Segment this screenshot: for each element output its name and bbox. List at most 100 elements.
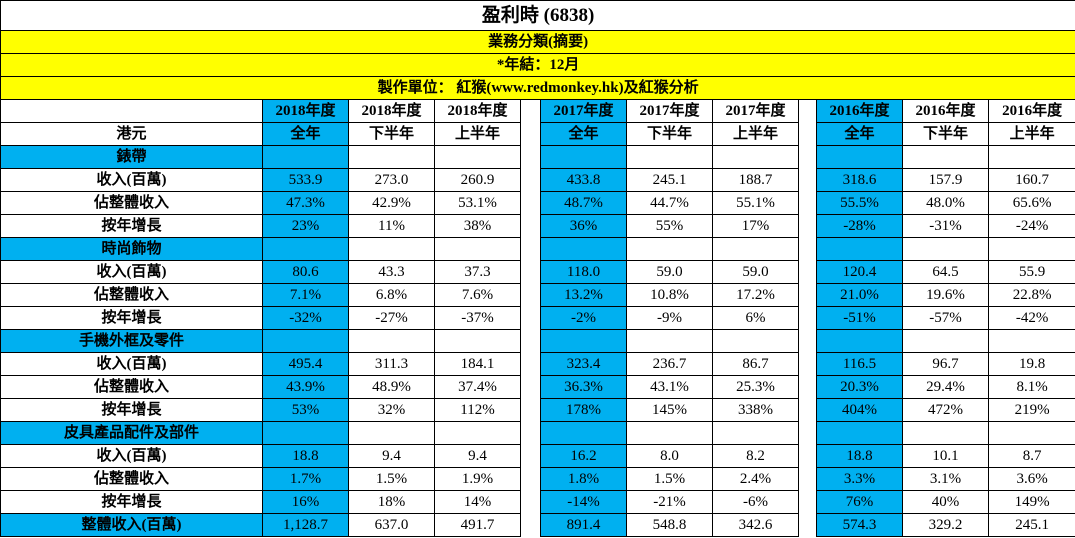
- value-cell: 149%: [987, 490, 1075, 514]
- value-cell: 160.7: [987, 168, 1075, 192]
- value-cell: 23%: [262, 214, 349, 238]
- value-cell: 1.7%: [262, 467, 349, 491]
- total-value: 491.7: [434, 513, 521, 537]
- value-cell: 273.0: [348, 168, 435, 192]
- period-header: 下半年: [626, 122, 713, 146]
- value-cell: 13.2%: [540, 283, 627, 307]
- value-cell: -6%: [712, 490, 799, 514]
- empty-cell: [987, 329, 1075, 353]
- value-cell: 318.6: [816, 168, 903, 192]
- value-cell: 219%: [987, 398, 1075, 422]
- section-name: 皮具產品配件及部件: [0, 421, 263, 445]
- table-row: 按年增長 23% 11% 38% 36% 55% 17% -28% -31% -24%: [0, 214, 1075, 238]
- table-row: 收入(百萬) 533.9 273.0 260.9 433.8 245.1 188.7 318.…: [0, 168, 1075, 192]
- empty-cell: [902, 421, 989, 445]
- value-cell: -2%: [540, 306, 627, 330]
- value-cell: 338%: [712, 398, 799, 422]
- year-header: 2017年度: [626, 99, 713, 123]
- value-cell: 19.8: [987, 352, 1075, 376]
- table-row: 按年增長 16% 18% 14% -14% -21% -6% 76% 40% 149%: [0, 490, 1075, 514]
- value-cell: 48.7%: [540, 191, 627, 215]
- empty-cell: [987, 145, 1075, 169]
- value-cell: 76%: [816, 490, 903, 514]
- table-row: 佔整體收入 7.1% 6.8% 7.6% 13.2% 10.8% 17.2% 21.0% 19.…: [0, 283, 1075, 307]
- gap: [520, 490, 541, 514]
- empty-cell: [540, 329, 627, 353]
- value-cell: -27%: [348, 306, 435, 330]
- value-cell: 38%: [434, 214, 521, 238]
- gap: [798, 168, 817, 192]
- gap: [520, 214, 541, 238]
- empty-cell: [434, 329, 521, 353]
- value-cell: 42.9%: [348, 191, 435, 215]
- value-cell: 55%: [626, 214, 713, 238]
- table-row: 錶帶: [0, 145, 1075, 169]
- gap: [798, 99, 817, 123]
- empty-cell: [902, 237, 989, 261]
- gap: [798, 306, 817, 330]
- total-value: 245.1: [987, 513, 1075, 537]
- value-cell: -42%: [987, 306, 1075, 330]
- empty-cell: [434, 421, 521, 445]
- row-label: 按年增長: [0, 398, 263, 422]
- value-cell: 19.6%: [902, 283, 989, 307]
- total-value: 342.6: [712, 513, 799, 537]
- value-cell: 7.6%: [434, 283, 521, 307]
- value-cell: 17.2%: [712, 283, 799, 307]
- value-cell: 18.8: [816, 444, 903, 468]
- value-cell: 53.1%: [434, 191, 521, 215]
- value-cell: 43.1%: [626, 375, 713, 399]
- table-row: 港元 全年 下半年 上半年 全年 下半年 上半年 全年 下半年 上半年: [0, 122, 1075, 146]
- section-name: 時尚飾物: [0, 237, 263, 261]
- value-cell: 20.3%: [816, 375, 903, 399]
- value-cell: 43.3: [348, 260, 435, 284]
- empty-cell: [348, 237, 435, 261]
- value-cell: 118.0: [540, 260, 627, 284]
- value-cell: 145%: [626, 398, 713, 422]
- empty-cell: [434, 145, 521, 169]
- gap: [520, 237, 541, 261]
- table-row: 皮具產品配件及部件: [0, 421, 1075, 445]
- gap: [520, 444, 541, 468]
- value-cell: 8.0: [626, 444, 713, 468]
- value-cell: 495.4: [262, 352, 349, 376]
- period-header: 全年: [262, 122, 349, 146]
- value-cell: 323.4: [540, 352, 627, 376]
- gap: [798, 398, 817, 422]
- value-cell: 1.8%: [540, 467, 627, 491]
- empty-cell: [902, 145, 989, 169]
- value-cell: 64.5: [902, 260, 989, 284]
- value-cell: 29.4%: [902, 375, 989, 399]
- year-header: 2017年度: [540, 99, 627, 123]
- empty-cell: [540, 421, 627, 445]
- gap: [798, 260, 817, 284]
- empty-cell: [262, 329, 349, 353]
- value-cell: 8.2: [712, 444, 799, 468]
- value-cell: 9.4: [348, 444, 435, 468]
- period-header: 全年: [816, 122, 903, 146]
- year-header: 2016年度: [987, 99, 1075, 123]
- value-cell: 116.5: [816, 352, 903, 376]
- period-header: 上半年: [434, 122, 521, 146]
- value-cell: 59.0: [626, 260, 713, 284]
- value-cell: 59.0: [712, 260, 799, 284]
- empty-cell: [712, 421, 799, 445]
- total-value: 574.3: [816, 513, 903, 537]
- empty-cell: [712, 145, 799, 169]
- value-cell: 16.2: [540, 444, 627, 468]
- gap: [520, 375, 541, 399]
- row-label: 按年增長: [0, 490, 263, 514]
- total-label: 整體收入(百萬): [0, 513, 263, 537]
- empty-cell: [262, 237, 349, 261]
- value-cell: 47.3%: [262, 191, 349, 215]
- gap: [798, 283, 817, 307]
- value-cell: 25.3%: [712, 375, 799, 399]
- empty-cell: [348, 145, 435, 169]
- value-cell: -21%: [626, 490, 713, 514]
- empty-cell: [816, 237, 903, 261]
- empty-cell: [262, 421, 349, 445]
- subtitle: 業務分類(摘要): [0, 30, 1075, 54]
- period-header: 下半年: [902, 122, 989, 146]
- gap: [798, 421, 817, 445]
